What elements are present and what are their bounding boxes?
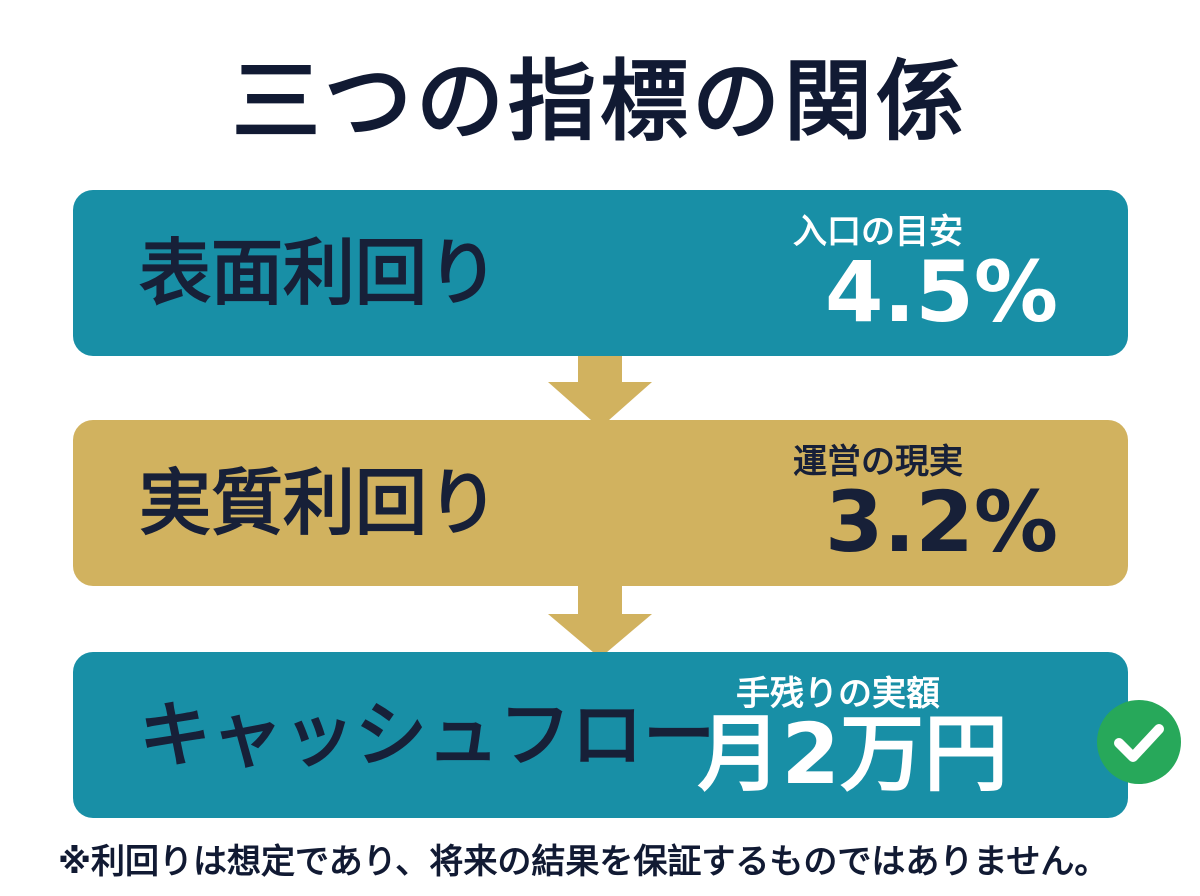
real-yield-box: 実質利回り 運営の現実 3.2%	[73, 420, 1128, 586]
box-label: 表面利回り	[139, 231, 500, 315]
box-sub-label: 入口の目安	[793, 212, 963, 252]
cashflow-box: キャッシュフロー 手残りの実額 月2万円	[73, 652, 1128, 818]
check-circle-icon	[1097, 700, 1181, 784]
box-label: キャッシュフロー	[139, 693, 716, 777]
box-sub-label: 手残りの実額	[736, 674, 940, 714]
box-value: 3.2%	[825, 473, 1058, 571]
disclaimer-footnote: ※利回りは想定であり、将来の結果を保証するものではありません。	[58, 842, 1109, 882]
page-title: 三つの指標の関係	[231, 50, 968, 153]
surface-yield-box: 表面利回り 入口の目安 4.5%	[73, 190, 1128, 356]
box-label: 実質利回り	[139, 461, 500, 545]
box-value: 月2万円	[697, 705, 1008, 803]
box-sub-label: 運営の現実	[793, 442, 963, 482]
box-value: 4.5%	[825, 243, 1058, 341]
